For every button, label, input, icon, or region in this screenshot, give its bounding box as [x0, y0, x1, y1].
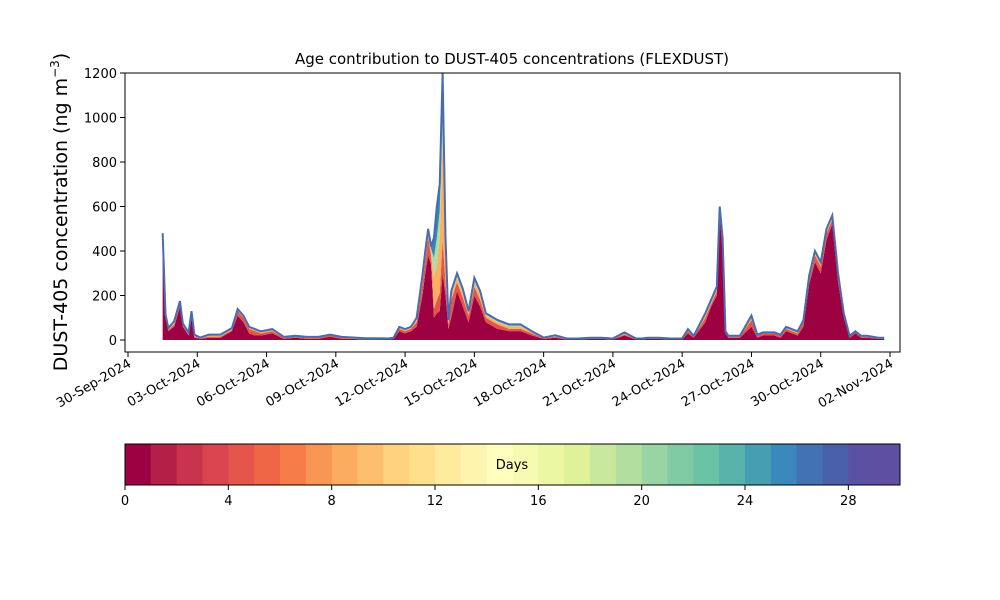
colorbar-cell: [383, 444, 410, 485]
colorbar-cell: [228, 444, 255, 485]
colorbar-cell: [564, 444, 591, 485]
colorbar-tick-label: 4: [224, 494, 232, 509]
chart-title: Age contribution to DUST-405 concentrati…: [295, 50, 729, 68]
colorbar-cell: [512, 444, 539, 485]
colorbar-cell: [615, 444, 643, 485]
colorbar-cell: [409, 444, 436, 485]
colorbar-cell: [254, 444, 281, 485]
area-layer-1: [162, 215, 885, 340]
stacked-area-layers: [162, 73, 885, 340]
colorbar-cell: [641, 444, 668, 485]
colorbar-cell: [280, 444, 307, 485]
x-tick-label: 09-Oct-2024: [263, 356, 341, 410]
y-tick-label: 200: [92, 290, 117, 305]
y-axis-label-exponent: −3: [48, 60, 62, 78]
x-tick-label: 18-Oct-2024: [471, 356, 549, 410]
colorbar-frame: [124, 443, 901, 486]
area-layer-2: [162, 210, 885, 340]
colorbar-cell: [435, 444, 462, 485]
colorbar-cell: [770, 444, 798, 485]
total-concentration-outline: [161, 72, 885, 340]
x-tick-label: 02-Nov-2024: [816, 356, 896, 411]
colorbar-cell: [822, 444, 849, 485]
colorbar-tick-label: 24: [737, 494, 754, 509]
colorbar-cell: [486, 444, 513, 485]
colorbar-label: Days: [496, 458, 529, 473]
colorbar-cell: [538, 444, 565, 485]
colorbar-tick-label: 0: [121, 494, 129, 509]
y-axis-label: DUST-405 concentration (ng m−3): [48, 53, 72, 371]
colorbar-cell: [848, 444, 875, 485]
colorbar-cells: [125, 444, 901, 485]
colorbar-cell: [305, 444, 333, 485]
colorbar-cell: [693, 444, 720, 485]
y-tick-label: 600: [92, 201, 117, 216]
colorbar-cell: [719, 444, 746, 485]
colorbar-cell: [460, 444, 488, 485]
colorbar: Days 0 4 8 12 16 20 24 28: [121, 443, 901, 509]
x-tick-label: 12-Oct-2024: [333, 356, 411, 410]
colorbar-cell: [796, 444, 823, 485]
colorbar-cell: [590, 444, 617, 485]
x-tick-label: 21-Oct-2024: [541, 356, 619, 410]
colorbar-ticks: 0 4 8 12 16 20 24 28: [121, 485, 857, 509]
colorbar-cell: [745, 444, 772, 485]
colorbar-cell: [667, 444, 694, 485]
area-layer-4: [162, 106, 885, 339]
y-tick-label: 0: [109, 334, 117, 349]
area-layer-5: [162, 73, 885, 339]
y-tick-label: 400: [92, 245, 117, 260]
x-axis: 30-Sep-202403-Oct-202406-Oct-202409-Oct-…: [54, 352, 896, 411]
colorbar-cell: [874, 444, 901, 485]
colorbar-cell: [150, 444, 178, 485]
colorbar-cell: [202, 444, 229, 485]
plot-area: [124, 72, 901, 353]
colorbar-cell: [125, 444, 152, 485]
plot-frame: [124, 72, 901, 353]
colorbar-tick-label: 28: [840, 494, 857, 509]
y-tick-label: 800: [92, 156, 117, 171]
area-layer-3: [162, 139, 885, 340]
colorbar-tick-label: 8: [328, 494, 336, 509]
colorbar-cell: [357, 444, 384, 485]
y-tick-label: 1200: [84, 67, 117, 82]
colorbar-tick-label: 12: [427, 494, 444, 509]
x-tick-label: 27-Oct-2024: [679, 356, 757, 410]
x-tick-label: 24-Oct-2024: [610, 356, 688, 410]
colorbar-tick-label: 20: [633, 494, 650, 509]
colorbar-cell: [176, 444, 203, 485]
x-tick-label: 15-Oct-2024: [402, 356, 480, 410]
x-tick-label: 03-Oct-2024: [125, 356, 203, 410]
colorbar-tick-label: 16: [530, 494, 547, 509]
y-tick-label: 1000: [84, 112, 117, 127]
x-tick-label: 30-Oct-2024: [748, 356, 826, 410]
colorbar-cell: [331, 444, 358, 485]
x-tick-label: 06-Oct-2024: [194, 356, 272, 410]
y-axis: 0 200 400 600 800 1000 1200: [84, 67, 125, 349]
